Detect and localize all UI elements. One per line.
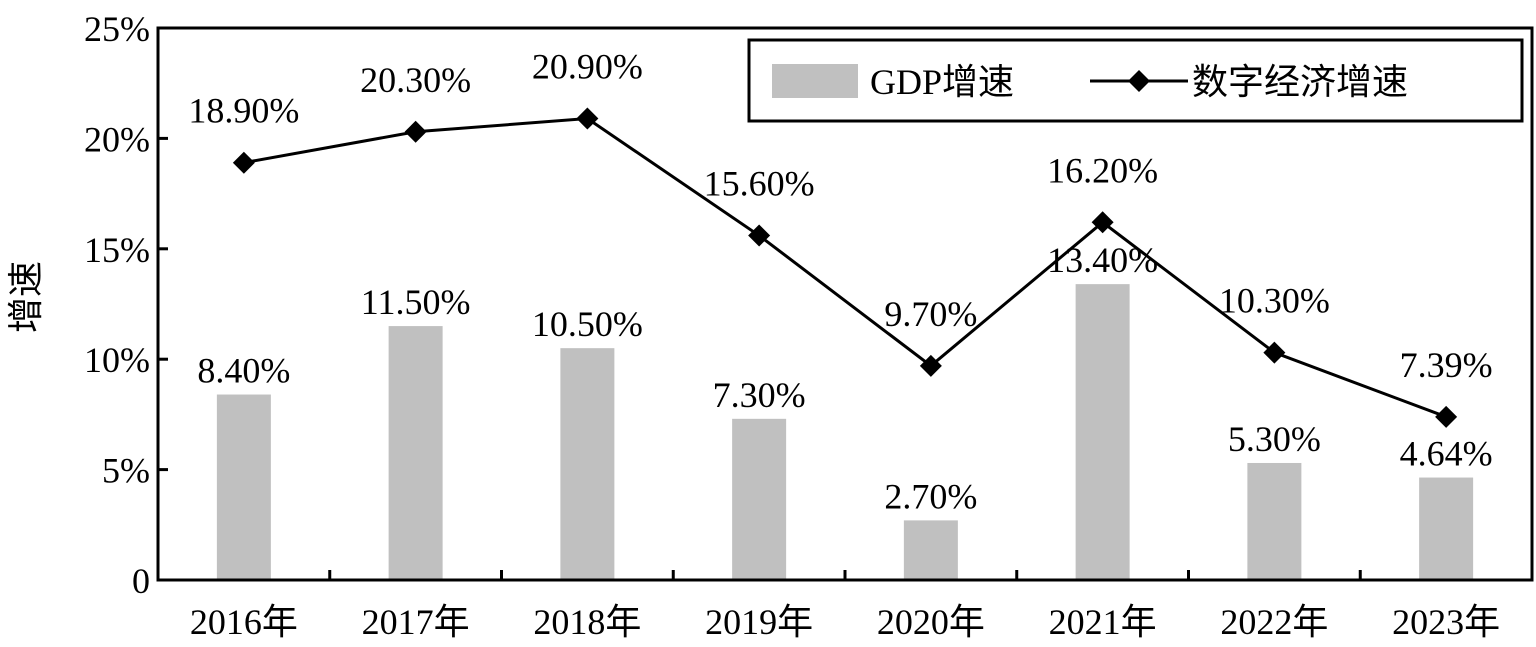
x-tick-label: 2023年 [1392,602,1500,642]
legend-label-digital: 数字经济增速 [1192,62,1408,102]
digital-data-label: 20.90% [532,47,643,87]
gdp-data-label: 8.40% [197,351,290,391]
x-tick-label: 2017年 [362,602,470,642]
digital-data-label: 7.39% [1400,345,1493,385]
y-tick-label: 20% [84,119,150,159]
axes: 0 5% 10% 15% 20% 25% 2016年 2017年 2018年 2019年 2020年… [84,9,1534,642]
gdp-data-label: 11.50% [361,282,471,322]
diamond-marker [919,354,942,377]
diamond-marker [1435,405,1458,428]
gdp-data-label: 10.50% [532,304,643,344]
data-labels: 8.40% 11.50% 10.50% 7.30% 2.70% 13.40% 5.30% 4.… [188,47,1492,517]
gdp-data-label: 4.64% [1400,434,1493,474]
x-tick-label: 2019年 [705,602,813,642]
gdp-bar [1419,477,1474,580]
y-tick-label: 10% [84,340,150,380]
digital-data-label: 18.90% [188,91,299,131]
digital-data-label: 10.30% [1219,281,1330,321]
y-tick-label: 5% [102,451,150,491]
bar-series [216,284,1474,580]
legend-diamond-icon [1128,70,1150,92]
gdp-data-label: 2.70% [884,476,977,516]
x-tick-label: 2018年 [533,602,641,642]
y-axis-title: 增速 [6,261,46,333]
diamond-marker [748,224,771,247]
diamond-marker [232,151,255,174]
digital-economy-line [243,116,1447,419]
gdp-data-label: 7.30% [713,375,806,415]
legend: GDP增速 数字经济增速 [747,38,1524,123]
diamond-marker [576,107,599,130]
x-tick-label: 2016年 [190,602,298,642]
digital-data-label: 20.30% [360,60,471,100]
y-tick-label: 0 [132,561,150,601]
diamond-marker [1263,341,1286,364]
gdp-bar [388,326,443,580]
digital-data-label: 15.60% [704,164,815,204]
digital-data-label: 9.70% [884,294,977,334]
y-tick-label: 15% [84,230,150,270]
gdp-bar [560,348,615,580]
diamond-marker [1091,211,1114,234]
gdp-bar [1247,462,1302,580]
gdp-bar [1075,284,1130,580]
gdp-bar [732,418,787,580]
gdp-bar [216,394,271,580]
gdp-data-label: 13.40% [1047,240,1158,280]
legend-box [747,38,1524,123]
gdp-bar [903,520,958,580]
legend-swatch-gdp [772,64,858,98]
diamond-marker [404,120,427,143]
x-tick-label: 2022年 [1220,602,1328,642]
x-tick-label: 2020年 [877,602,985,642]
digital-data-label: 16.20% [1047,150,1158,190]
x-tick-label: 2021年 [1049,602,1157,642]
legend-label-gdp: GDP增速 [870,62,1014,102]
y-tick-label: 25% [84,9,150,49]
gdp-data-label: 5.30% [1228,419,1321,459]
line-series [232,107,1458,428]
